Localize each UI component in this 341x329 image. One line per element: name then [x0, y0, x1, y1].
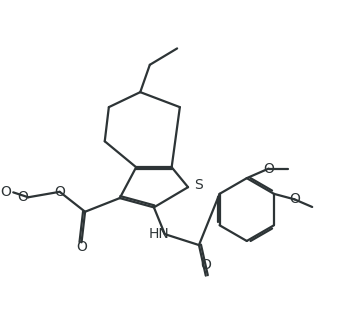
Text: O: O: [263, 162, 274, 176]
Text: O: O: [201, 258, 211, 271]
Text: O: O: [76, 240, 87, 254]
Text: O: O: [289, 192, 300, 206]
Text: S: S: [194, 178, 203, 192]
Text: O: O: [0, 185, 11, 199]
Text: O: O: [54, 185, 65, 199]
Text: O: O: [17, 190, 28, 204]
Text: HN: HN: [149, 227, 170, 241]
